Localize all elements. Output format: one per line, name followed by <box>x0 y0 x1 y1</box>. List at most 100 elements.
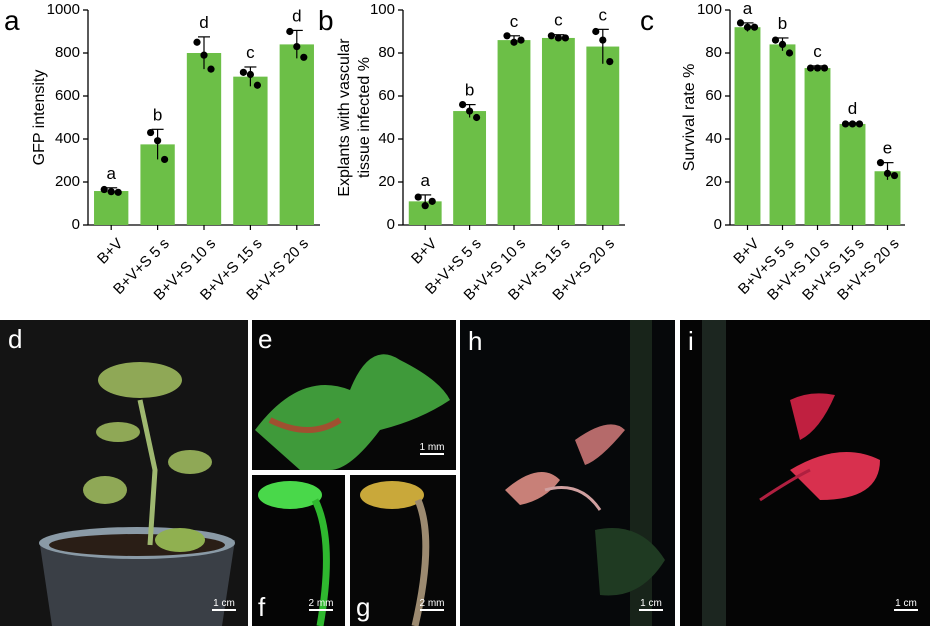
y-tick-label: 20 <box>705 173 722 190</box>
panel-label: c <box>640 5 654 36</box>
bar <box>839 123 866 225</box>
y-tick-label: 200 <box>55 173 80 190</box>
data-point <box>459 101 467 109</box>
x-tick-label: B+V <box>94 235 126 267</box>
scale-bar-label: 1 mm <box>420 442 445 453</box>
scale-bar-label: 1 cm <box>213 598 235 609</box>
photo-panel-label: i <box>688 326 694 356</box>
data-point <box>813 64 822 72</box>
data-point <box>253 81 261 89</box>
data-point <box>293 42 301 51</box>
y-tick-label: 0 <box>714 216 722 233</box>
photo-i <box>680 320 930 626</box>
data-point <box>421 202 429 210</box>
data-point <box>517 36 525 44</box>
data-point <box>883 169 892 177</box>
bar <box>453 111 487 225</box>
data-point <box>820 64 829 72</box>
significance-letter: e <box>883 139 892 158</box>
photo-panel-label: d <box>8 324 22 354</box>
y-tick-label: 400 <box>55 130 80 147</box>
data-point <box>107 188 115 196</box>
data-point <box>771 36 780 44</box>
data-point <box>785 49 794 57</box>
significance-letter: d <box>292 6 301 25</box>
data-point <box>246 70 254 79</box>
y-tick-label: 0 <box>387 216 395 233</box>
data-point <box>778 40 787 49</box>
y-axis-label: Survival rate % <box>681 64 698 172</box>
photo-h <box>460 320 675 626</box>
data-point <box>855 120 864 128</box>
photo-panel-label: g <box>356 592 370 622</box>
data-point <box>473 113 481 122</box>
data-point <box>510 38 518 46</box>
data-point <box>841 120 850 128</box>
bar <box>94 191 129 225</box>
x-tick-label: B+V <box>408 235 440 267</box>
panel-label: b <box>318 5 334 36</box>
significance-letter: b <box>778 14 787 33</box>
y-tick-label: 100 <box>370 1 395 18</box>
significance-letter: d <box>199 13 208 32</box>
data-point <box>561 34 570 42</box>
data-point <box>592 27 600 36</box>
bar <box>769 44 796 226</box>
scale-bar-label: 2 mm <box>309 598 334 609</box>
photo-f <box>252 475 345 626</box>
bar <box>497 40 531 225</box>
y-tick-label: 20 <box>378 173 395 190</box>
bar <box>279 44 314 226</box>
bar <box>186 53 222 225</box>
bar <box>408 201 442 225</box>
data-point <box>466 107 474 115</box>
data-point <box>890 171 899 180</box>
data-point <box>286 27 294 36</box>
photo-panel-label: f <box>258 592 266 622</box>
panel-label: a <box>4 5 20 36</box>
bar-chart: b 0 20 40 60 80 100 Explants with vascular tissu… <box>318 1 625 304</box>
data-point <box>554 34 563 42</box>
data-point <box>200 51 208 59</box>
photo-g <box>350 475 456 626</box>
data-point <box>114 188 122 196</box>
y-tick-label: 600 <box>55 87 80 104</box>
data-point <box>193 38 201 46</box>
data-point <box>876 159 885 167</box>
significance-letter: b <box>465 81 474 100</box>
scale-bar-label: 1 cm <box>640 598 662 609</box>
bar <box>874 171 901 225</box>
y-tick-label: 60 <box>378 87 395 104</box>
photo-panel-label: e <box>258 324 272 354</box>
y-tick-label: 60 <box>705 87 722 104</box>
data-point <box>428 197 436 205</box>
scale-bar-label: 2 mm <box>420 598 445 609</box>
significance-letter: c <box>246 43 255 62</box>
data-point <box>100 185 108 194</box>
significance-letter: c <box>813 42 822 61</box>
photo-panel-label: h <box>468 326 482 356</box>
significance-letter: a <box>420 171 430 190</box>
y-axis-label: GFP intensity <box>31 70 48 166</box>
data-point <box>743 23 752 31</box>
bar <box>734 27 761 226</box>
data-point <box>161 155 169 164</box>
bar <box>586 46 620 225</box>
significance-letter: d <box>848 99 857 118</box>
data-point <box>503 32 511 40</box>
y-axis-label: Explants with vascular <box>336 38 353 197</box>
y-axis-label: tissue infected % <box>356 57 373 178</box>
data-point <box>154 137 162 145</box>
data-point <box>806 64 815 72</box>
data-point <box>750 23 759 31</box>
significance-letter: b <box>153 105 162 124</box>
significance-letter: c <box>599 5 608 24</box>
data-point <box>207 65 215 73</box>
data-point <box>599 36 607 44</box>
bar <box>541 37 575 226</box>
y-tick-label: 40 <box>705 130 722 147</box>
data-point <box>147 128 155 137</box>
